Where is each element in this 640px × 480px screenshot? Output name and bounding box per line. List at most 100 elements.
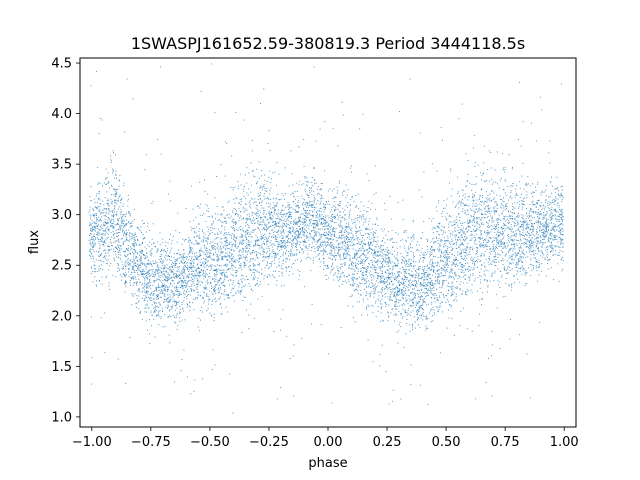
data-point — [132, 265, 133, 267]
data-point — [117, 240, 119, 242]
data-point — [220, 214, 222, 216]
data-point — [355, 254, 357, 256]
data-point — [279, 199, 281, 201]
data-point — [338, 182, 340, 184]
data-point — [239, 199, 241, 200]
data-point — [231, 263, 233, 265]
data-point — [197, 281, 199, 283]
data-point — [334, 255, 336, 257]
data-point — [334, 210, 336, 212]
data-point — [119, 226, 121, 228]
data-point — [184, 294, 186, 296]
data-point — [280, 218, 282, 220]
data-point — [361, 242, 363, 243]
data-point — [280, 267, 282, 269]
data-point — [226, 311, 228, 313]
data-point — [165, 279, 167, 281]
data-point — [239, 291, 241, 293]
data-point — [174, 316, 175, 318]
data-point — [322, 197, 324, 199]
data-point — [192, 247, 194, 249]
data-point — [249, 218, 251, 220]
data-point — [121, 218, 123, 220]
data-point — [167, 305, 169, 307]
data-point — [122, 241, 124, 243]
data-point — [113, 250, 115, 252]
data-point — [168, 286, 170, 288]
data-point — [172, 271, 174, 273]
data-point — [230, 292, 232, 293]
data-point — [162, 310, 163, 312]
data-point — [380, 228, 382, 230]
data-point — [94, 223, 96, 225]
data-point — [193, 228, 195, 230]
data-point — [108, 285, 110, 287]
data-point — [272, 172, 274, 174]
data-point — [211, 223, 213, 225]
data-point — [380, 320, 382, 322]
data-point — [150, 250, 152, 252]
data-point — [214, 239, 216, 241]
data-point — [92, 281, 94, 283]
data-point — [358, 248, 360, 249]
data-point — [237, 290, 239, 292]
data-point — [310, 237, 312, 239]
data-point — [288, 212, 290, 214]
data-point — [169, 266, 171, 268]
data-point — [125, 223, 127, 225]
data-point — [94, 214, 96, 216]
data-point — [230, 248, 232, 250]
data-point — [375, 252, 377, 254]
data-point — [340, 217, 342, 219]
data-point — [241, 198, 242, 200]
data-point — [343, 219, 345, 221]
data-point — [359, 238, 361, 240]
data-point — [302, 204, 304, 206]
data-point — [245, 258, 246, 260]
data-point — [286, 245, 288, 247]
data-point — [316, 241, 318, 243]
data-point — [174, 276, 176, 277]
data-point — [124, 274, 126, 276]
data-point — [349, 284, 351, 286]
data-point — [280, 246, 282, 248]
data-point — [218, 280, 220, 281]
data-point — [133, 266, 134, 268]
data-point — [99, 279, 100, 281]
data-point — [174, 263, 176, 265]
data-point — [182, 253, 184, 255]
data-point — [93, 239, 95, 241]
data-point — [284, 224, 286, 226]
data-point — [230, 241, 232, 243]
data-point — [288, 227, 290, 229]
data-point — [261, 272, 263, 274]
data-point — [293, 262, 295, 264]
data-point — [105, 178, 107, 180]
data-point — [320, 194, 322, 196]
data-point — [133, 267, 134, 269]
data-point — [182, 308, 184, 310]
data-point — [360, 232, 361, 234]
data-point — [349, 227, 351, 229]
data-point — [330, 250, 332, 252]
data-point — [214, 288, 215, 290]
data-point — [89, 214, 91, 216]
data-point — [332, 229, 333, 231]
data-point — [128, 240, 130, 242]
data-point — [125, 268, 127, 270]
data-point — [117, 236, 119, 238]
data-point — [348, 216, 350, 218]
data-point — [107, 249, 109, 251]
data-point — [233, 233, 235, 235]
data-point — [120, 202, 122, 204]
data-point — [310, 214, 312, 216]
data-point — [239, 284, 241, 285]
data-point — [362, 253, 364, 255]
data-point — [254, 176, 256, 178]
data-point — [157, 284, 159, 286]
data-point — [366, 270, 368, 271]
data-point — [263, 221, 265, 223]
data-point — [158, 315, 160, 317]
data-point — [99, 199, 101, 201]
data-point — [107, 204, 109, 206]
